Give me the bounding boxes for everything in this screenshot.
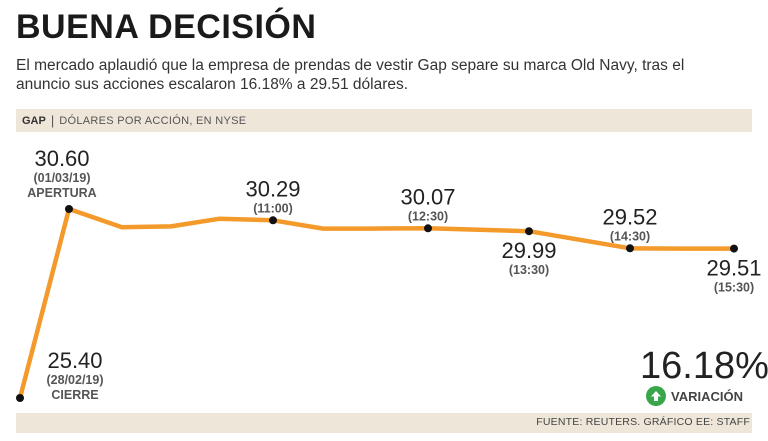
- variation-value: 16.18%: [640, 345, 768, 387]
- variation-label: VARIACIÓN: [671, 388, 743, 404]
- ticker-label: GAP: [22, 114, 46, 127]
- time-label-6: (15:30): [714, 281, 754, 295]
- value-label-6: 29.51: [706, 256, 761, 281]
- value-label-0: 25.40: [47, 348, 102, 373]
- time-label-4: (13:30): [509, 263, 549, 277]
- time-label-3: (12:30): [408, 209, 448, 223]
- header-separator: |: [50, 113, 55, 128]
- data-point-6: [730, 244, 738, 253]
- tag-label-1: APERTURA: [27, 186, 96, 200]
- arrow-up-circle-icon: [646, 386, 666, 406]
- data-point-1: [65, 205, 73, 213]
- chart-subtitle: El mercado aplaudió que la empresa de pr…: [16, 57, 685, 93]
- value-label-2: 30.29: [245, 176, 300, 201]
- source-credit: FUENTE: REUTERS. GRÁFICO EE: STAFF: [536, 416, 750, 428]
- time-label-2: (11:00): [253, 201, 293, 215]
- value-label-4: 29.99: [501, 238, 556, 263]
- chart-header-bar: GAP | DÓLARES POR ACCIÓN, EN NYSE: [16, 109, 752, 132]
- chart-title: BUENA DECISIÓN: [16, 8, 317, 46]
- tag-label-0: CIERRE: [51, 388, 98, 402]
- data-point-0: [16, 394, 24, 402]
- data-point-5: [626, 244, 634, 253]
- time-label-5: (14:30): [610, 229, 650, 243]
- footer-bar: [16, 413, 752, 433]
- data-point-2: [269, 216, 277, 225]
- data-point-4: [525, 227, 533, 236]
- value-label-3: 30.07: [400, 184, 455, 209]
- units-label: DÓLARES POR ACCIÓN, EN NYSE: [59, 114, 247, 127]
- label-layer: 25.40(28/02/19)CIERRE 30.60(01/03/19)APER…: [27, 146, 761, 402]
- point-layer: [16, 205, 738, 402]
- value-label-1: 30.60: [34, 146, 89, 171]
- time-label-0: (28/02/19): [47, 373, 104, 387]
- value-label-5: 29.52: [602, 204, 657, 229]
- time-label-1: (01/03/19): [34, 171, 91, 185]
- data-point-3: [424, 224, 432, 233]
- variation-badge: VARIACIÓN: [646, 386, 743, 406]
